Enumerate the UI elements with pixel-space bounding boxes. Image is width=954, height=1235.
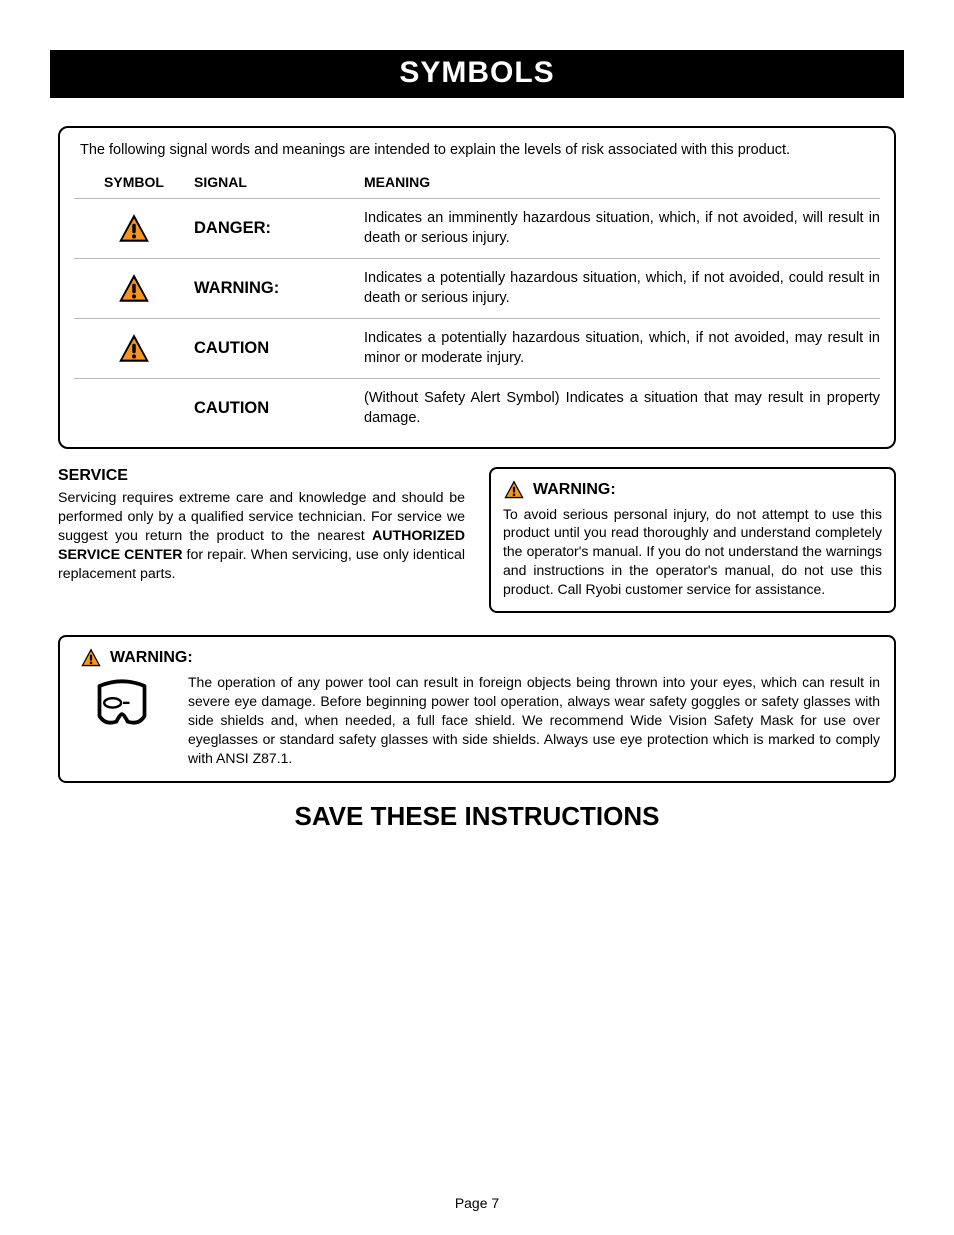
signal-cell: CAUTION bbox=[194, 339, 354, 358]
meaning-cell: (Without Safety Alert Symbol) Indicates … bbox=[354, 389, 880, 428]
table-header-row: SYMBOL SIGNAL MEANING bbox=[74, 170, 880, 198]
alert-icon bbox=[115, 332, 153, 366]
alert-icon bbox=[503, 479, 525, 501]
symbol-cell bbox=[74, 272, 194, 306]
warning-box-1: WARNING: To avoid serious personal injur… bbox=[489, 467, 896, 613]
signal-cell: WARNING: bbox=[194, 279, 354, 298]
signal-label: WARNING: bbox=[194, 279, 279, 297]
service-column: SERVICE Servicing requires extreme care … bbox=[58, 467, 465, 613]
symbol-cell bbox=[74, 212, 194, 246]
alert-icon bbox=[115, 272, 153, 306]
service-body: Servicing requires extreme care and know… bbox=[58, 489, 465, 585]
save-instructions: SAVE THESE INSTRUCTIONS bbox=[50, 801, 904, 832]
signal-label: DANGER: bbox=[194, 219, 271, 237]
intro-text: The following signal words and meanings … bbox=[80, 142, 874, 158]
warning2-heading: WARNING: bbox=[110, 649, 193, 667]
header-signal: SIGNAL bbox=[194, 174, 354, 190]
table-row: WARNING: Indicates a potentially hazardou… bbox=[74, 258, 880, 318]
alert-icon bbox=[80, 647, 102, 669]
alert-icon bbox=[115, 212, 153, 246]
warning-box-2: WARNING: The operation of any power tool… bbox=[58, 635, 896, 783]
header-symbol: SYMBOL bbox=[74, 174, 194, 190]
table-row: CAUTION Indicates a potentially hazardous… bbox=[74, 318, 880, 378]
service-heading: SERVICE bbox=[58, 467, 465, 485]
page-footer: Page 7 bbox=[0, 1195, 954, 1211]
table-row: DANGER: Indicates an imminently hazardous… bbox=[74, 198, 880, 258]
warning2-body: The operation of any power tool can resu… bbox=[188, 673, 880, 767]
signal-cell: DANGER: bbox=[194, 219, 354, 238]
table-row: CAUTION (Without Safety Alert Symbol) Ind… bbox=[74, 378, 880, 438]
meaning-cell: Indicates an imminently hazardous situat… bbox=[354, 209, 880, 248]
page-banner: SYMBOLS bbox=[50, 50, 904, 98]
header-meaning: MEANING bbox=[354, 174, 880, 190]
goggles-icon bbox=[92, 673, 152, 729]
warning1-heading: WARNING: bbox=[533, 481, 616, 499]
meaning-cell: Indicates a potentially hazardous situat… bbox=[354, 329, 880, 368]
meaning-cell: Indicates a potentially hazardous situat… bbox=[354, 269, 880, 308]
signal-label: CAUTION bbox=[194, 339, 269, 357]
signal-cell: CAUTION bbox=[194, 399, 354, 418]
signal-label: CAUTION bbox=[194, 399, 269, 417]
symbol-cell bbox=[74, 332, 194, 366]
warning1-body: To avoid serious personal injury, do not… bbox=[503, 505, 882, 599]
signal-words-box: The following signal words and meanings … bbox=[58, 126, 896, 449]
